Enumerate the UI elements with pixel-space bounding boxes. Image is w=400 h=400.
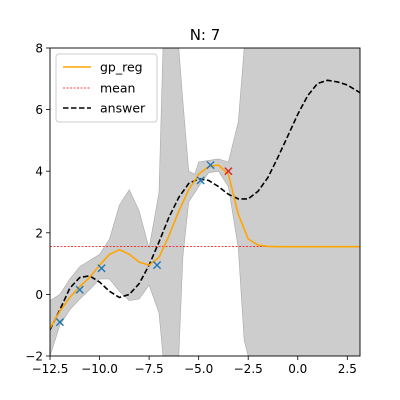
legend: gp_reg mean answer (55, 53, 158, 123)
x-tick-label: −5.0 (184, 362, 213, 376)
observation-layer (55, 160, 233, 327)
observation-marker (206, 160, 215, 170)
y-tick-label: 8 (35, 42, 43, 56)
legend-label-gp-reg: gp_reg (100, 60, 143, 75)
series-line-gp-reg (50, 164, 360, 329)
observation-marker (152, 261, 162, 270)
y-tick-label: 0 (35, 288, 43, 302)
series-line-answer (50, 79, 360, 331)
legend-label-answer: answer (100, 101, 146, 116)
plot-area (50, 48, 360, 356)
chart-title: N: 7 (190, 26, 221, 44)
series-layer (50, 79, 360, 331)
x-tick-label: −2.5 (234, 362, 263, 376)
x-tick-label: −10.0 (81, 362, 118, 376)
y-tick-label: 2 (35, 226, 43, 240)
y-tick-label: 6 (35, 103, 43, 117)
x-tick-label: 0.0 (288, 362, 307, 376)
x-axis: −12.5 −10.0 −7.5 −5.0 −2.5 0.0 2.5 (32, 356, 357, 376)
confidence-band (50, 48, 360, 356)
plot-frame (49, 47, 361, 357)
y-tick-label: 4 (35, 165, 43, 179)
observation-marker (97, 264, 106, 273)
observation-marker (196, 176, 205, 185)
observation-marker (75, 285, 84, 294)
observation-marker (224, 167, 233, 176)
observation-marker (55, 318, 65, 327)
y-tick-label: −2 (25, 350, 43, 364)
x-tick-label: 2.5 (338, 362, 357, 376)
legend-label-mean: mean (100, 81, 135, 96)
legend-frame (55, 53, 158, 123)
y-axis: −2 0 2 4 6 8 (25, 42, 50, 364)
x-tick-label: −7.5 (135, 362, 164, 376)
x-tick-label: −12.5 (32, 362, 69, 376)
